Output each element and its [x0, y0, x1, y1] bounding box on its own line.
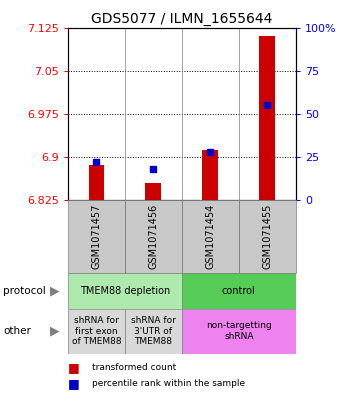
- Text: ▶: ▶: [50, 325, 59, 338]
- Bar: [88, 165, 104, 200]
- Text: non-targetting
shRNA: non-targetting shRNA: [206, 321, 272, 341]
- Text: control: control: [222, 286, 256, 296]
- Bar: [182, 273, 296, 309]
- Bar: [146, 183, 162, 200]
- Bar: [239, 200, 296, 273]
- Text: ■: ■: [68, 376, 80, 390]
- Text: protocol: protocol: [3, 286, 46, 296]
- Bar: [202, 150, 218, 200]
- Text: percentile rank within the sample: percentile rank within the sample: [92, 379, 245, 387]
- Text: ▶: ▶: [50, 284, 59, 298]
- Title: GDS5077 / ILMN_1655644: GDS5077 / ILMN_1655644: [91, 13, 273, 26]
- Text: GSM1071454: GSM1071454: [205, 204, 215, 270]
- Text: GSM1071457: GSM1071457: [91, 204, 101, 270]
- Bar: [182, 200, 239, 273]
- Text: shRNA for
first exon
of TMEM88: shRNA for first exon of TMEM88: [72, 316, 121, 346]
- Text: GSM1071456: GSM1071456: [149, 204, 158, 270]
- Bar: [125, 200, 182, 273]
- Bar: [68, 200, 125, 273]
- Text: other: other: [3, 326, 31, 336]
- Bar: [259, 36, 275, 200]
- Text: TMEM88 depletion: TMEM88 depletion: [80, 286, 170, 296]
- Text: shRNA for
3'UTR of
TMEM88: shRNA for 3'UTR of TMEM88: [131, 316, 176, 346]
- Text: GSM1071455: GSM1071455: [262, 204, 272, 270]
- Text: transformed count: transformed count: [92, 363, 176, 372]
- Bar: [182, 309, 296, 354]
- Bar: [68, 273, 182, 309]
- Text: ■: ■: [68, 361, 80, 374]
- Bar: [68, 309, 125, 354]
- Bar: [125, 309, 182, 354]
